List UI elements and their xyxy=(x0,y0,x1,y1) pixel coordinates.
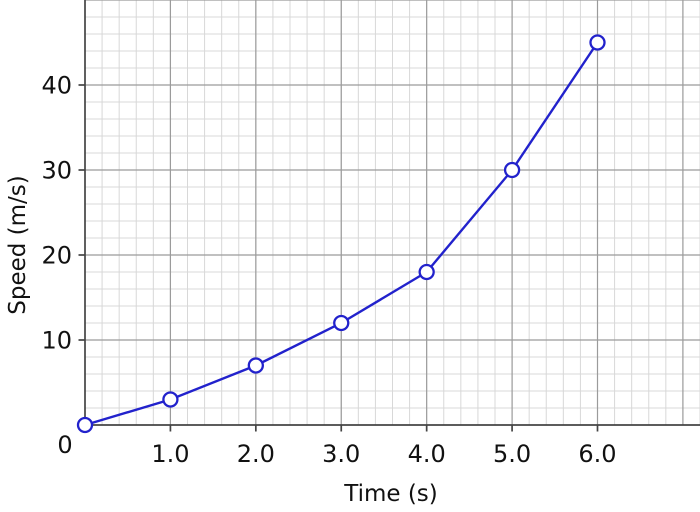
data-point-marker xyxy=(418,263,435,281)
major-gridlines xyxy=(85,0,700,425)
y-axis-tick-label: 30 xyxy=(41,157,72,185)
series-markers xyxy=(76,34,606,434)
axes xyxy=(78,0,700,432)
x-axis-tick-label: 4.0 xyxy=(408,440,446,468)
data-point-marker xyxy=(247,357,264,374)
data-point-marker xyxy=(76,416,94,434)
x-axis-tick-label: 3.0 xyxy=(322,440,360,468)
y-axis-tick-label: 10 xyxy=(41,327,72,355)
data-point-marker xyxy=(162,391,179,408)
minor-gridlines xyxy=(85,0,700,425)
x-axis-tick-label: 6.0 xyxy=(578,440,616,468)
y-axis-title: Speed (m/s) xyxy=(5,175,31,315)
x-axis-title: Time (s) xyxy=(343,481,438,507)
x-axis-tick-label: 2.0 xyxy=(237,440,275,468)
tick-labels: 1.0 2.0 3.0 4.0 5.0 6.0 10 20 30 40 0 xyxy=(41,72,616,469)
origin-tick-label: 0 xyxy=(57,431,72,459)
x-axis-tick-label: 5.0 xyxy=(493,440,531,468)
data-point-marker xyxy=(503,161,521,179)
data-point-marker xyxy=(333,314,350,332)
x-axis-tick-label: 1.0 xyxy=(151,440,189,468)
data-point-marker xyxy=(589,34,606,51)
y-axis-tick-label: 20 xyxy=(41,242,72,270)
y-axis-tick-label: 40 xyxy=(41,72,72,100)
